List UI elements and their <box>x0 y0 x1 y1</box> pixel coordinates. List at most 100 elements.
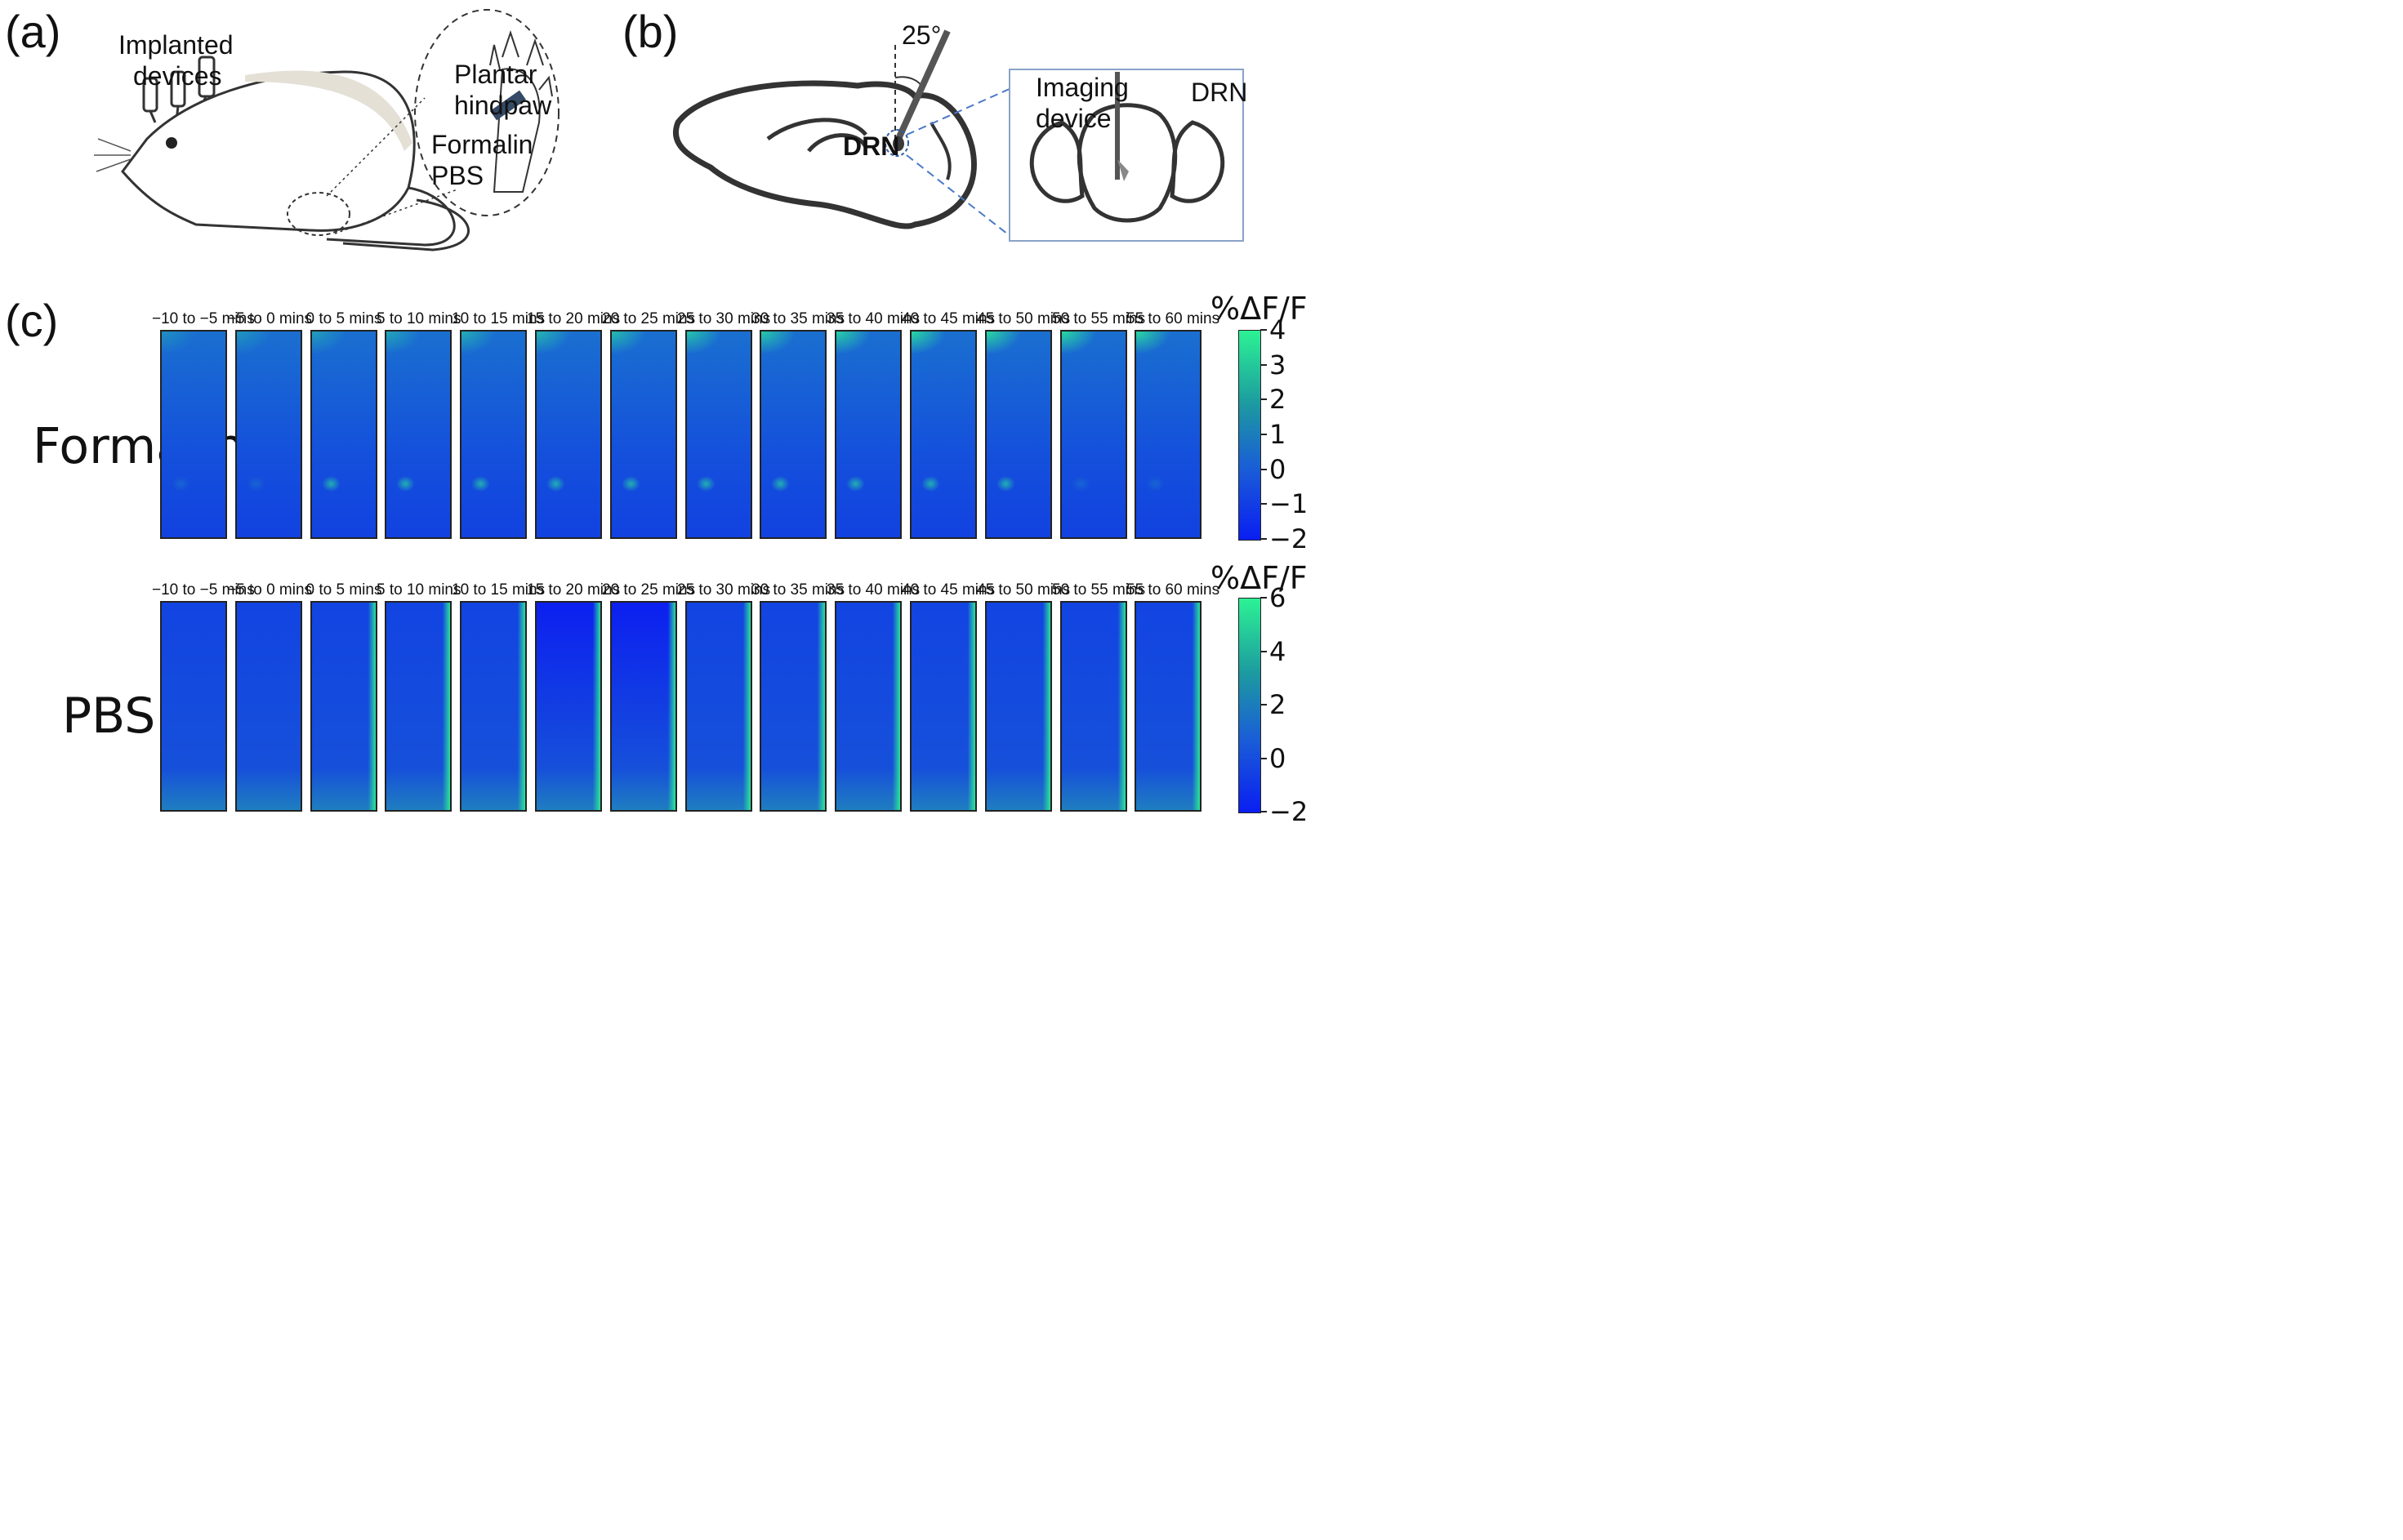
pbs-heatmap-tile <box>385 601 452 812</box>
formalin-time-label: 10 to 15 mins <box>452 310 546 327</box>
formalin-colorbar-tick-label: 4 <box>1269 314 1286 345</box>
pbs-time-label: 50 to 55 mins <box>1052 581 1146 599</box>
formalin-colorbar-tick <box>1260 363 1267 366</box>
formalin-heatmap-tile <box>610 330 677 539</box>
formalin-injection-label: Formalin <box>431 130 533 159</box>
angle-label: 25° <box>902 20 942 50</box>
pbs-colorbar-tick <box>1260 704 1267 705</box>
pbs-heatmap-tile <box>835 601 902 812</box>
pbs-time-label: −10 to −5 mins <box>152 581 255 599</box>
formalin-colorbar-tick <box>1260 398 1267 401</box>
pbs-time-label: 20 to 25 mins <box>602 581 696 599</box>
pbs-colorbar-tick <box>1260 650 1267 652</box>
pbs-colorbar-tick-label: 6 <box>1269 582 1286 613</box>
pbs-injection-label: PBS <box>431 161 484 190</box>
formalin-colorbar-tick <box>1260 503 1267 505</box>
pbs-colorbar <box>1238 598 1261 813</box>
panel-b-letter: (b) <box>622 6 679 57</box>
drn-sagittal-label: DRN <box>843 131 900 161</box>
pbs-colorbar-tick-label: −2 <box>1269 796 1308 827</box>
pbs-heatmap-tile <box>310 601 377 812</box>
formalin-time-label: 25 to 30 mins <box>677 310 771 327</box>
implanted-line2: devices <box>133 61 222 91</box>
drn-inset-label: DRN <box>1191 78 1248 107</box>
formalin-heatmap-tile <box>310 330 377 539</box>
pbs-heatmap-tile <box>535 601 602 812</box>
mouse-illustration <box>94 9 560 251</box>
formalin-time-label: 40 to 45 mins <box>902 310 996 327</box>
plantar-hindpaw-label: Plantar hindpaw <box>454 59 551 121</box>
formalin-colorbar-tick <box>1260 434 1267 435</box>
imaging-line1: Imaging <box>1036 73 1129 102</box>
pbs-heatmap-tile <box>610 601 677 812</box>
pbs-heatmap-tile <box>985 601 1052 812</box>
formalin-colorbar-tick-label: 1 <box>1269 419 1286 450</box>
implanted-devices-label: Implanted devices <box>118 29 234 91</box>
formalin-time-label: 30 to 35 mins <box>751 310 845 327</box>
formalin-colorbar-tick-label: 2 <box>1269 384 1286 416</box>
pbs-time-label: 0 to 5 mins <box>305 581 382 599</box>
formalin-heatmap-tile <box>910 330 977 539</box>
formalin-time-label: −10 to −5 mins <box>152 310 255 327</box>
panel-c-letter: (c) <box>5 295 59 346</box>
pbs-heatmap-tile <box>1060 601 1127 812</box>
pbs-time-label: −5 to 0 mins <box>227 581 313 599</box>
formalin-time-label: 55 to 60 mins <box>1126 310 1220 327</box>
plantar-line1: Plantar <box>454 60 537 89</box>
mouse-body-shape <box>121 70 416 232</box>
formalin-colorbar-title: %ΔF/F <box>1210 291 1308 327</box>
pbs-time-label: 15 to 20 mins <box>527 581 621 599</box>
injection-labels: Formalin PBS <box>431 129 533 191</box>
imaging-line2: device <box>1036 104 1112 133</box>
pbs-time-label: 35 to 40 mins <box>827 581 921 599</box>
formalin-time-label: −5 to 0 mins <box>227 310 313 327</box>
implanted-devices-icon <box>142 56 216 123</box>
pbs-colorbar-tick-label: 4 <box>1269 635 1286 667</box>
formalin-heatmap-tile <box>235 330 302 539</box>
formalin-heatmap-tile <box>760 330 827 539</box>
pbs-heatmap-tile <box>160 601 227 812</box>
formalin-time-label: 20 to 25 mins <box>602 310 696 327</box>
pbs-colorbar-tick <box>1260 757 1267 759</box>
pbs-time-label: 10 to 15 mins <box>452 581 546 599</box>
formalin-colorbar-tick-label: −1 <box>1269 488 1308 520</box>
pbs-time-label: 5 to 10 mins <box>377 581 461 599</box>
pbs-heatmap-tile <box>685 601 752 812</box>
pbs-row-label: PBS <box>62 688 156 745</box>
pbs-time-label: 55 to 60 mins <box>1126 581 1220 599</box>
formalin-time-label: 5 to 10 mins <box>377 310 461 327</box>
plantar-line2: hindpaw <box>454 91 552 120</box>
formalin-time-label: 15 to 20 mins <box>527 310 621 327</box>
pbs-heatmap-tile <box>1135 601 1202 812</box>
pbs-colorbar-tick-label: 2 <box>1269 689 1286 720</box>
pbs-colorbar-tick <box>1260 597 1267 599</box>
formalin-time-label: 35 to 40 mins <box>827 310 921 327</box>
brain-illustration <box>672 29 1244 242</box>
panel-a-letter: (a) <box>5 6 61 57</box>
coronal-inset-frame <box>1009 69 1244 242</box>
formalin-heatmap-tile <box>685 330 752 539</box>
formalin-colorbar <box>1238 330 1261 541</box>
formalin-heatmap-tile <box>985 330 1052 539</box>
formalin-heatmap-tile <box>1060 330 1127 539</box>
pbs-colorbar-tick <box>1260 811 1267 812</box>
formalin-heatmap-tile <box>535 330 602 539</box>
formalin-colorbar-tick-label: 3 <box>1269 349 1286 381</box>
pbs-time-label: 40 to 45 mins <box>902 581 996 599</box>
pbs-colorbar-tick-label: 0 <box>1269 742 1286 774</box>
formalin-colorbar-tick <box>1260 329 1267 331</box>
pbs-heatmap-tile <box>910 601 977 812</box>
formalin-time-label: 45 to 50 mins <box>977 310 1071 327</box>
formalin-heatmap-tile <box>160 330 227 539</box>
implanted-line1: Implanted <box>118 30 234 60</box>
pbs-colorbar-title: %ΔF/F <box>1210 560 1308 596</box>
imaging-device-label: Imaging device <box>1036 72 1129 134</box>
pbs-heatmap-tile <box>235 601 302 812</box>
formalin-colorbar-tick-label: −2 <box>1269 523 1308 554</box>
formalin-heatmap-tile <box>385 330 452 539</box>
pbs-heatmap-tile <box>760 601 827 812</box>
pbs-time-label: 25 to 30 mins <box>677 581 771 599</box>
formalin-colorbar-tick <box>1260 538 1267 540</box>
pbs-time-label: 45 to 50 mins <box>977 581 1071 599</box>
pbs-heatmap-tile <box>460 601 527 812</box>
